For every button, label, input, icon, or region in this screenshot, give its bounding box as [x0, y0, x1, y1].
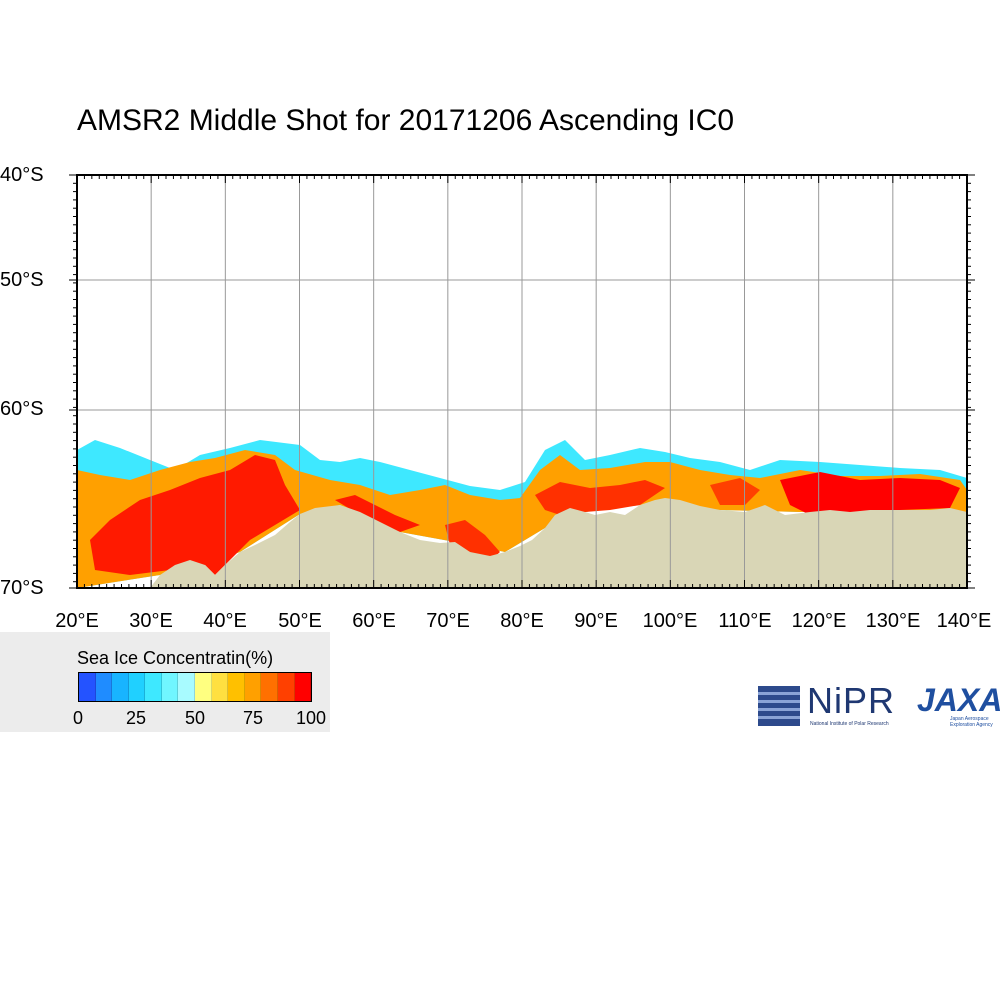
nipr-logo-subtext: National Institute of Polar Research [810, 721, 889, 727]
map-title: AMSR2 Middle Shot for 20171206 Ascending… [77, 104, 735, 137]
lat-label-50s: 50°S [0, 269, 44, 291]
axis-ticks [69, 174, 975, 589]
lon-label-100e: 100°E [642, 610, 698, 632]
lon-label-30e: 30°E [129, 610, 173, 632]
colorbar-swatch [79, 673, 96, 701]
jaxa-logo-subtext: Japan Aerospace Exploration Agency [950, 716, 993, 728]
legend-tick-75: 75 [242, 708, 264, 728]
colorbar-swatch [128, 673, 146, 701]
sea-ice-high-concentration [335, 495, 420, 532]
legend-tick-25: 25 [125, 708, 147, 728]
sea-ice-high-concentration [535, 480, 665, 515]
sea-ice-high-concentration [780, 472, 960, 520]
colorbar-swatch [244, 673, 262, 701]
colorbar [78, 672, 312, 702]
lat-label-40s: 40°S [0, 164, 44, 186]
sea-ice-high-concentration [90, 455, 300, 575]
lon-label-80e: 80°E [500, 610, 544, 632]
lat-label-70s: 70°S [0, 577, 44, 599]
colorbar-swatch [261, 673, 278, 701]
nipr-logo-icon [758, 686, 800, 726]
legend-tick-50: 50 [184, 708, 206, 728]
legend-title: Sea Ice Concentratin(%) [77, 648, 274, 668]
colorbar-swatch [294, 673, 312, 701]
colorbar-swatch [195, 673, 212, 701]
lon-label-50e: 50°E [278, 610, 322, 632]
nipr-logo-text: NiPR [807, 680, 896, 721]
lon-label-70e: 70°E [426, 610, 470, 632]
legend-tick-0: 0 [72, 708, 84, 728]
lat-label-60s: 60°S [0, 398, 44, 420]
colorbar-swatch [178, 673, 196, 701]
lon-label-140e: 140°E [936, 610, 992, 632]
logos: NiPR National Institute of Polar Researc… [755, 680, 1000, 730]
colorbar-swatch [211, 673, 229, 701]
colorbar-swatch [112, 673, 129, 701]
lon-label-40e: 40°E [203, 610, 247, 632]
colorbar-swatch [228, 673, 245, 701]
colorbar-swatch [277, 673, 295, 701]
lon-label-60e: 60°E [352, 610, 396, 632]
lon-label-130e: 130°E [865, 610, 921, 632]
lon-label-20e: 20°E [55, 610, 99, 632]
sea-ice-high-concentration [710, 478, 760, 505]
jaxa-logo: JAXA [917, 682, 1000, 718]
graticule [77, 175, 967, 588]
colorbar-legend: Sea Ice Concentratin(%) 0 25 50 75 100 [0, 632, 330, 732]
colorbar-swatch [145, 673, 162, 701]
sea-ice-map [69, 174, 975, 589]
legend-tick-100: 100 [295, 708, 327, 728]
lon-label-90e: 90°E [574, 610, 618, 632]
lon-label-110e: 110°E [718, 610, 772, 632]
colorbar-swatch [161, 673, 179, 701]
lon-label-120e: 120°E [791, 610, 847, 632]
colorbar-swatch [95, 673, 113, 701]
